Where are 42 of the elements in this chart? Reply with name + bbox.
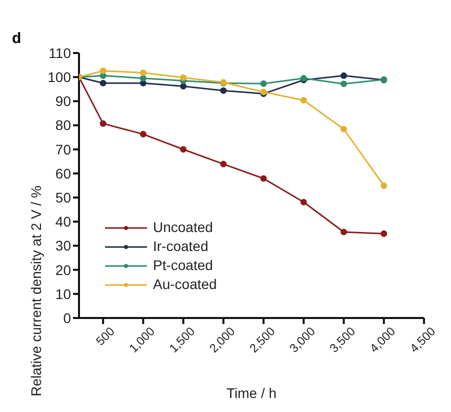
point: [340, 80, 348, 88]
point: [140, 70, 146, 76]
point: [140, 130, 146, 138]
y-tick-label: 90: [55, 93, 72, 110]
point: [380, 230, 388, 237]
point: [260, 80, 267, 87]
point: [340, 72, 348, 79]
y-tick-label: 60: [55, 165, 72, 182]
point: [100, 80, 106, 86]
y-tick-label: 10: [55, 286, 72, 302]
point: [300, 96, 307, 104]
point: [340, 228, 348, 236]
x-tick-label: 500: [93, 324, 118, 348]
legend-label: Pt-coated: [153, 256, 213, 275]
point: [140, 80, 146, 86]
y-tick-label: 20: [55, 262, 72, 278]
point: [340, 126, 348, 132]
x-axis-title: Time / h: [226, 385, 277, 401]
y-tick-label: 40: [55, 214, 72, 230]
y-tick-label: 0: [63, 310, 72, 326]
point: [180, 82, 187, 90]
point: [140, 75, 146, 82]
y-axis-title: Relative current density at 2 V / %: [28, 186, 44, 396]
point: [300, 198, 307, 206]
point: [220, 160, 227, 168]
point: [260, 175, 267, 182]
legend-label: Uncoated: [153, 218, 213, 237]
point: [100, 68, 106, 74]
y-tick-label: 100: [48, 69, 72, 86]
legend-label: Au-coated: [153, 275, 217, 294]
point: [180, 146, 187, 153]
y-tick-label: 80: [55, 117, 72, 134]
y-tick-label: 70: [55, 141, 72, 158]
y-tick-label: 50: [55, 190, 72, 206]
point: [220, 87, 227, 94]
y-tick-label: 30: [55, 238, 72, 254]
point: [100, 120, 106, 127]
y-tick-label: 110: [48, 44, 72, 61]
text: d: [12, 30, 22, 47]
point: [380, 182, 388, 189]
point: [180, 74, 187, 81]
legend-label: Ir-coated: [153, 237, 208, 256]
